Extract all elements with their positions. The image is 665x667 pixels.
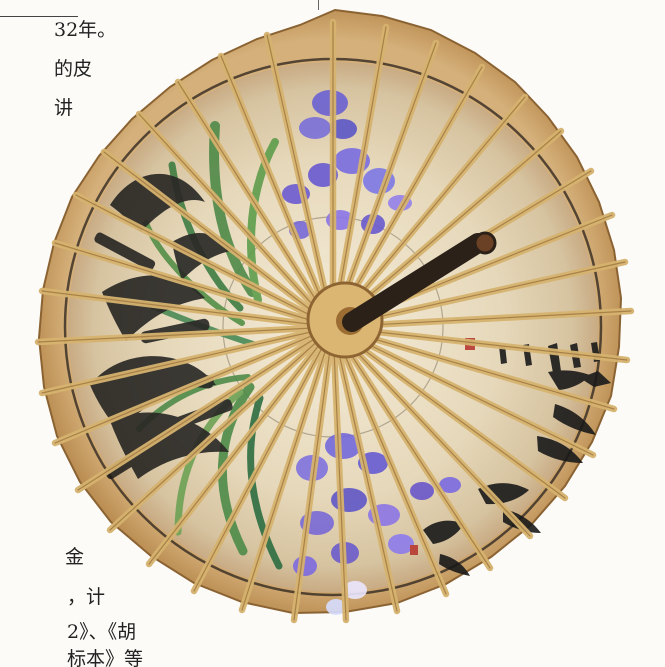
text-fragment-bottom-1: 金 <box>65 546 85 568</box>
text-fragment-bottom-4: 标本》等 <box>67 648 144 667</box>
iris-flowers-top <box>282 90 412 239</box>
text-fragment-top-1: 32年。 <box>54 19 117 41</box>
calligraphy-right <box>423 342 611 576</box>
text-fragment-top-2: 的皮 <box>54 58 93 80</box>
umbrella-center <box>306 231 497 359</box>
shaft-tip <box>473 231 497 255</box>
painting-layer <box>90 90 611 615</box>
umbrella-shaft <box>342 233 488 332</box>
text-fragment-bottom-2: ，计 <box>67 586 106 608</box>
top-divider <box>318 0 319 10</box>
top-rule <box>0 16 78 17</box>
text-fragment-bottom-3: 2》、《胡 <box>67 621 137 643</box>
text-fragment-top-3: 讲 <box>54 97 74 119</box>
